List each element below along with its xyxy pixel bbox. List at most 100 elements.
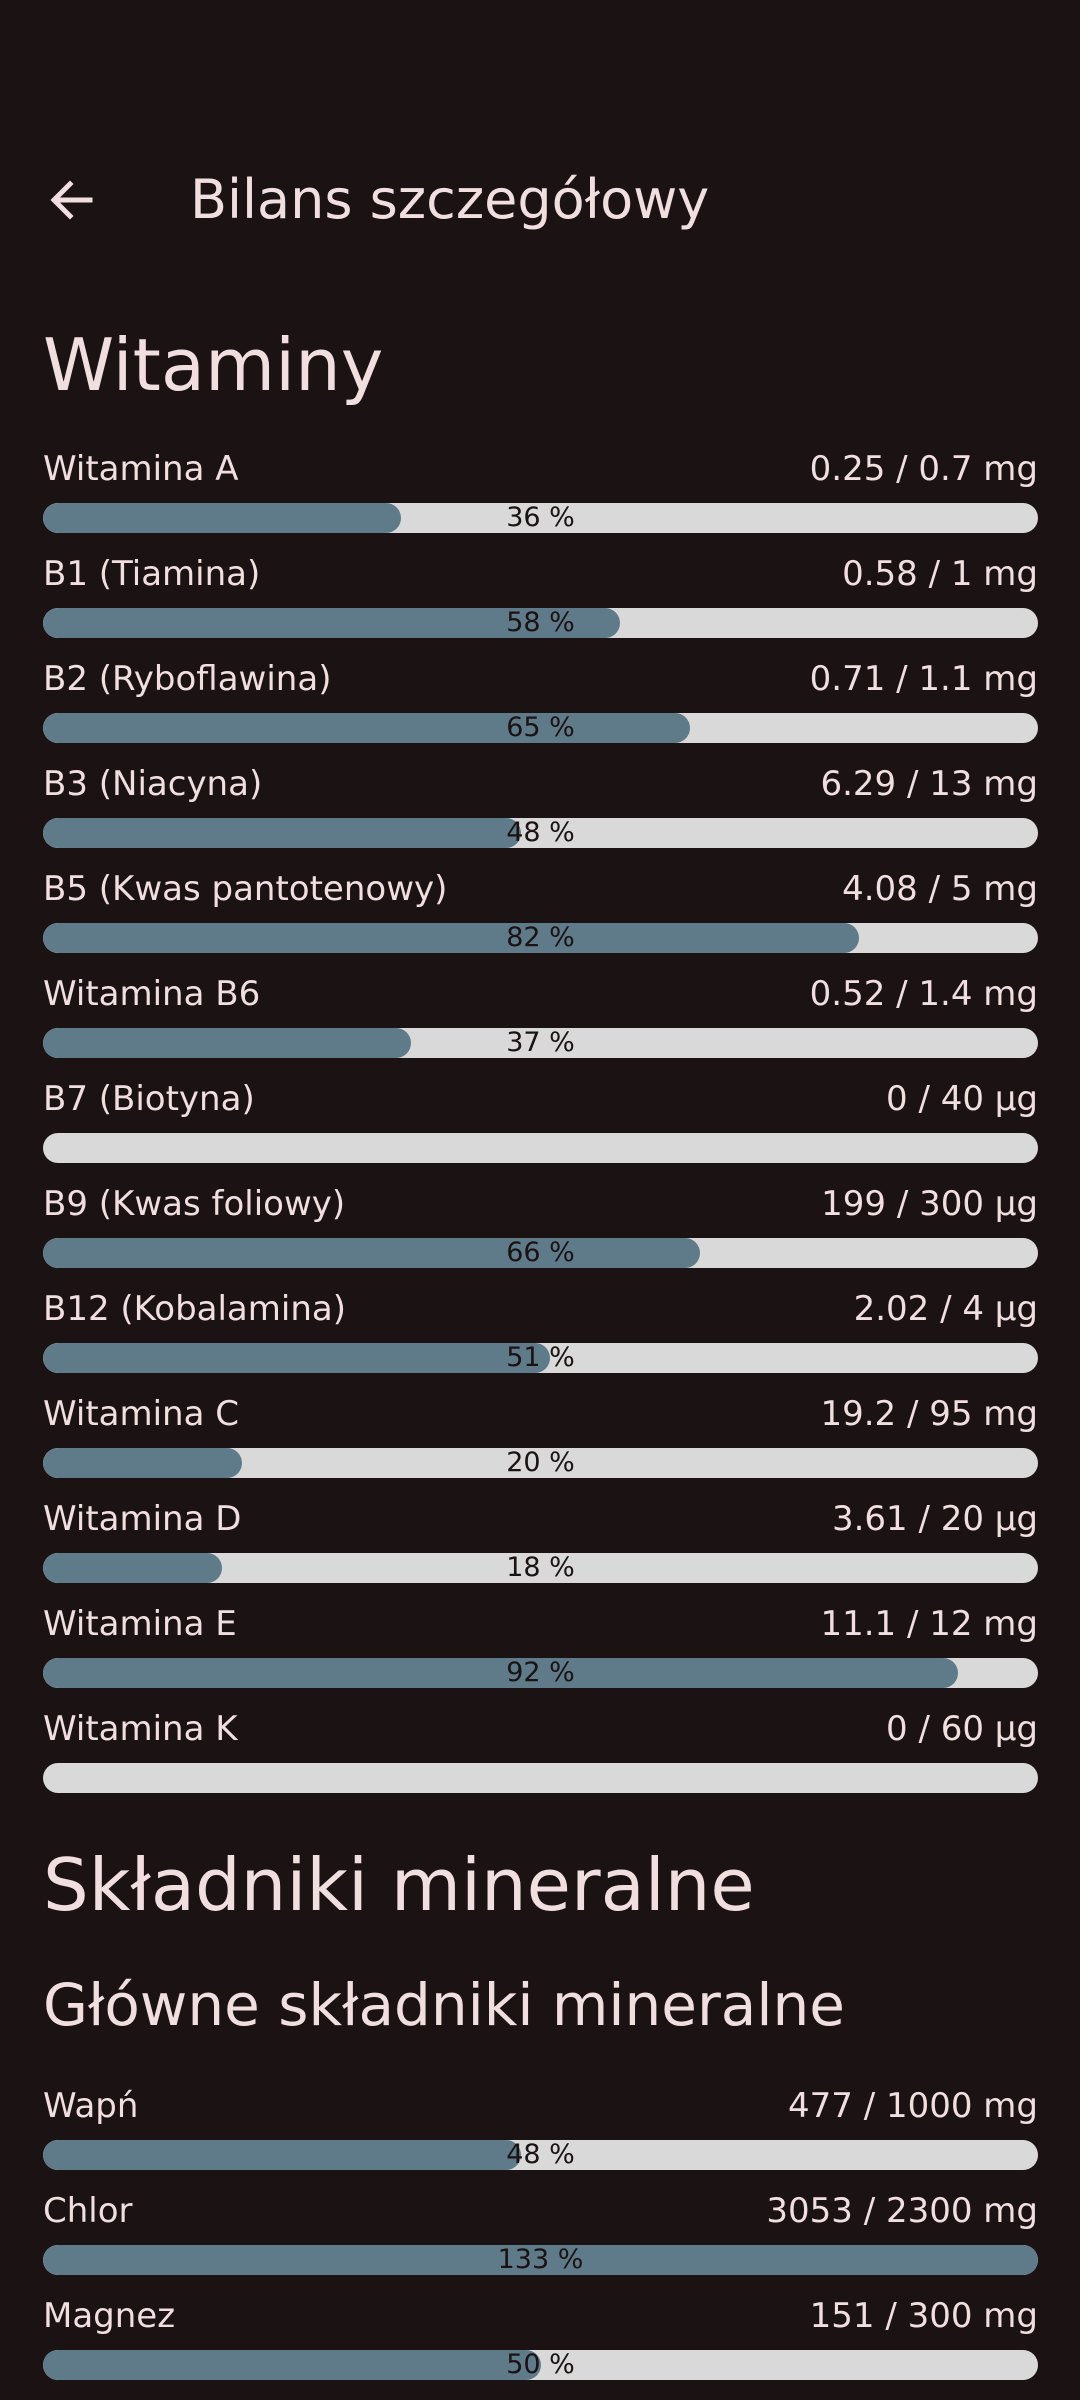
- progress-percent-label: 58 %: [506, 608, 575, 638]
- progress-bar: 20 %: [43, 1448, 1038, 1478]
- nutrient-amount: 3.61 / 20 µg: [831, 1499, 1038, 1539]
- progress-bar-fill: [43, 1553, 223, 1583]
- progress-bar-fill: [43, 2140, 521, 2170]
- nutrient-row: B7 (Biotyna) 0 / 40 µg: [43, 1078, 1038, 1183]
- progress-percent-label: 48 %: [506, 2140, 575, 2170]
- progress-percent-label: 18 %: [506, 1553, 575, 1583]
- nutrient-row: B2 (Ryboflawina) 0.71 / 1.1 mg 65 %: [43, 658, 1038, 763]
- nutrient-name: Witamina C: [43, 1394, 239, 1434]
- nutrient-name: Wapń: [43, 2086, 139, 2126]
- progress-percent-label: 37 %: [506, 1028, 575, 1058]
- nutrient-name: Witamina E: [43, 1604, 237, 1644]
- back-button[interactable]: [42, 170, 102, 230]
- nutrient-name: B9 (Kwas foliowy): [43, 1184, 346, 1224]
- nutrient-amount: 199 / 300 µg: [821, 1184, 1038, 1224]
- progress-bar: 18 %: [43, 1553, 1038, 1583]
- progress-bar-fill: [43, 1343, 551, 1373]
- nutrient-row: Witamina A 0.25 / 0.7 mg 36 %: [43, 448, 1038, 553]
- nutrient-amount: 11.1 / 12 mg: [820, 1604, 1038, 1644]
- progress-bar-fill: [43, 2245, 1038, 2275]
- progress-percent-label: 65 %: [506, 713, 575, 743]
- progress-bar-fill: [43, 713, 690, 743]
- progress-percent-label: [43, 1763, 1038, 1793]
- nutrient-row: Witamina E 11.1 / 12 mg 92 %: [43, 1603, 1038, 1708]
- progress-bar: 37 %: [43, 1028, 1038, 1058]
- progress-percent-label: 36 %: [506, 503, 575, 533]
- main-minerals-subtitle: Główne składniki mineralne: [43, 1971, 845, 2039]
- progress-bar: [43, 1763, 1038, 1793]
- nutrient-amount: 477 / 1000 mg: [787, 2086, 1038, 2126]
- nutrient-row: B12 (Kobalamina) 2.02 / 4 µg 51 %: [43, 1288, 1038, 1393]
- progress-bar-fill: [43, 818, 521, 848]
- nutrient-row: B9 (Kwas foliowy) 199 / 300 µg 66 %: [43, 1183, 1038, 1288]
- progress-bar-fill: [43, 2350, 541, 2380]
- progress-bar-fill: [43, 923, 859, 953]
- nutrient-row: B5 (Kwas pantotenowy) 4.08 / 5 mg 82 %: [43, 868, 1038, 973]
- progress-percent-label: 48 %: [506, 818, 575, 848]
- progress-bar: 48 %: [43, 818, 1038, 848]
- nutrient-name: B2 (Ryboflawina): [43, 659, 332, 699]
- nutrient-amount: 151 / 300 mg: [809, 2296, 1038, 2336]
- nutrient-row: Witamina B6 0.52 / 1.4 mg 37 %: [43, 973, 1038, 1078]
- nutrient-name: Witamina K: [43, 1709, 238, 1749]
- nutrient-name: B1 (Tiamina): [43, 554, 261, 594]
- progress-bar: 50 %: [43, 2350, 1038, 2380]
- progress-bar: 133 %: [43, 2245, 1038, 2275]
- progress-bar: 65 %: [43, 713, 1038, 743]
- nutrient-name: Witamina D: [43, 1499, 242, 1539]
- progress-bar: [43, 1133, 1038, 1163]
- nutrient-amount: 0.52 / 1.4 mg: [809, 974, 1038, 1014]
- nutrient-name: Witamina B6: [43, 974, 261, 1014]
- nutrient-row: B3 (Niacyna) 6.29 / 13 mg 48 %: [43, 763, 1038, 868]
- nutrient-row: B1 (Tiamina) 0.58 / 1 mg 58 %: [43, 553, 1038, 658]
- vitamins-section-title: Witaminy: [43, 323, 384, 407]
- progress-bar: 36 %: [43, 503, 1038, 533]
- page-title: Bilans szczegółowy: [190, 168, 710, 231]
- progress-percent-label: 50 %: [506, 2350, 575, 2380]
- top-app-bar: Bilans szczegółowy: [0, 150, 1080, 250]
- nutrient-row: Witamina C 19.2 / 95 mg 20 %: [43, 1393, 1038, 1498]
- nutrient-row: Witamina K 0 / 60 µg: [43, 1708, 1038, 1813]
- progress-bar-fill: [43, 608, 621, 638]
- nutrient-name: Magnez: [43, 2296, 176, 2336]
- nutrient-row: Witamina D 3.61 / 20 µg 18 %: [43, 1498, 1038, 1603]
- nutrient-name: Chlor: [43, 2191, 133, 2231]
- nutrient-amount: 0 / 60 µg: [886, 1709, 1038, 1749]
- progress-bar-fill: [43, 1238, 700, 1268]
- progress-bar: 48 %: [43, 2140, 1038, 2170]
- nutrient-amount: 0 / 40 µg: [886, 1079, 1038, 1119]
- progress-bar: 58 %: [43, 608, 1038, 638]
- nutrient-amount: 19.2 / 95 mg: [820, 1394, 1038, 1434]
- nutrient-amount: 4.08 / 5 mg: [842, 869, 1038, 909]
- progress-bar: 51 %: [43, 1343, 1038, 1373]
- nutrient-amount: 2.02 / 4 µg: [853, 1289, 1038, 1329]
- progress-percent-label: 20 %: [506, 1448, 575, 1478]
- nutrient-name: B3 (Niacyna): [43, 764, 263, 804]
- nutrient-row: Wapń 477 / 1000 mg 48 %: [43, 2085, 1038, 2190]
- nutrient-row: Magnez 151 / 300 mg 50 %: [43, 2295, 1038, 2400]
- progress-percent-label: 82 %: [506, 923, 575, 953]
- nutrient-amount: 3053 / 2300 mg: [766, 2191, 1038, 2231]
- arrow-back-icon: [50, 180, 93, 220]
- nutrient-name: B12 (Kobalamina): [43, 1289, 346, 1329]
- nutrient-amount: 0.58 / 1 mg: [842, 554, 1038, 594]
- progress-bar: 66 %: [43, 1238, 1038, 1268]
- progress-bar-fill: [43, 1028, 412, 1058]
- nutrient-amount: 0.25 / 0.7 mg: [809, 449, 1038, 489]
- nutrient-name: Witamina A: [43, 449, 239, 489]
- progress-bar-fill: [43, 1658, 959, 1688]
- progress-bar-fill: [43, 503, 402, 533]
- progress-bar: 82 %: [43, 923, 1038, 953]
- nutrient-row: Chlor 3053 / 2300 mg 133 %: [43, 2190, 1038, 2295]
- progress-percent-label: 66 %: [506, 1238, 575, 1268]
- progress-percent-label: 51 %: [506, 1343, 575, 1373]
- nutrient-name: B5 (Kwas pantotenowy): [43, 869, 448, 909]
- nutrient-name: B7 (Biotyna): [43, 1079, 255, 1119]
- progress-percent-label: 133 %: [497, 2245, 584, 2275]
- minerals-section-title: Składniki mineralne: [43, 1843, 755, 1927]
- nutrient-amount: 6.29 / 13 mg: [820, 764, 1038, 804]
- progress-bar-fill: [43, 1448, 242, 1478]
- progress-percent-label: [43, 1133, 1038, 1163]
- progress-percent-label: 92 %: [506, 1658, 575, 1688]
- progress-bar: 92 %: [43, 1658, 1038, 1688]
